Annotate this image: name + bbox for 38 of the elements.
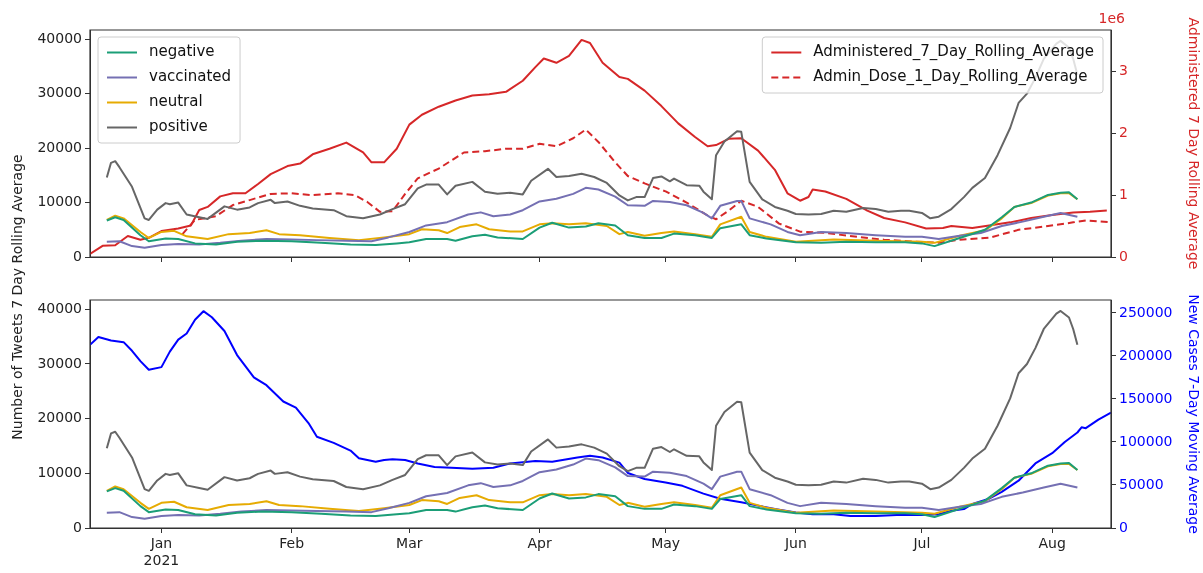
legend-label: positive [149,117,208,136]
y2-tick-label: 250000 [1119,303,1173,320]
y2-tick-label: 0 [1119,247,1128,264]
x-tick-label: Feb [279,535,305,552]
legend-label: neutral [149,92,203,111]
y-tick-label: 20000 [37,138,82,155]
y2-tick-label: 2 [1119,123,1128,140]
y2-axis-title: Administered 7 Day Rolling Average [1185,17,1202,270]
y2-tick-label: 0 [1119,518,1128,535]
x-tick-label: Jun [783,535,807,552]
y2-axis-title: New Cases 7-Day Moving Average [1185,294,1202,534]
y2-tick-label: 150000 [1119,389,1173,406]
y-tick-label: 10000 [37,193,82,210]
x-tick-label: Aug [1038,535,1066,552]
y-tick-label: 30000 [37,84,82,101]
legend-label: Administered_7_Day_Rolling_Average [813,42,1094,62]
text: 1e6 [1098,9,1126,26]
y-tick-label: 30000 [37,354,82,371]
x-tick-label: Jan 2021 [143,535,180,568]
y-axis-title: Number of Tweets 7 Day Rolling Average [9,153,25,440]
x-tick-label: Jul [912,535,931,552]
y2-tick-label: 200000 [1119,346,1173,363]
x-tick-label: Mar [396,535,423,552]
y2-tick-label: 50000 [1119,475,1164,492]
y-tick-label: 40000 [37,29,82,46]
legend-label: Admin_Dose_1_Day_Rolling_Average [813,67,1088,87]
x-tick-label: Apr [527,535,552,552]
y2-tick-label: 1 [1119,185,1128,202]
y2-tick-label: 100000 [1119,432,1173,449]
y-tick-label: 20000 [37,409,82,426]
y-tick-label: 40000 [37,299,82,316]
y-tick-label: 0 [73,247,82,264]
y-tick-label: 10000 [37,463,82,480]
x-tick-label: May [651,535,681,552]
legend-label: vaccinated [149,67,232,86]
y2-tick-label: 3 [1119,62,1128,79]
legend-label: negative [149,42,215,61]
y-tick-label: 0 [73,518,82,535]
